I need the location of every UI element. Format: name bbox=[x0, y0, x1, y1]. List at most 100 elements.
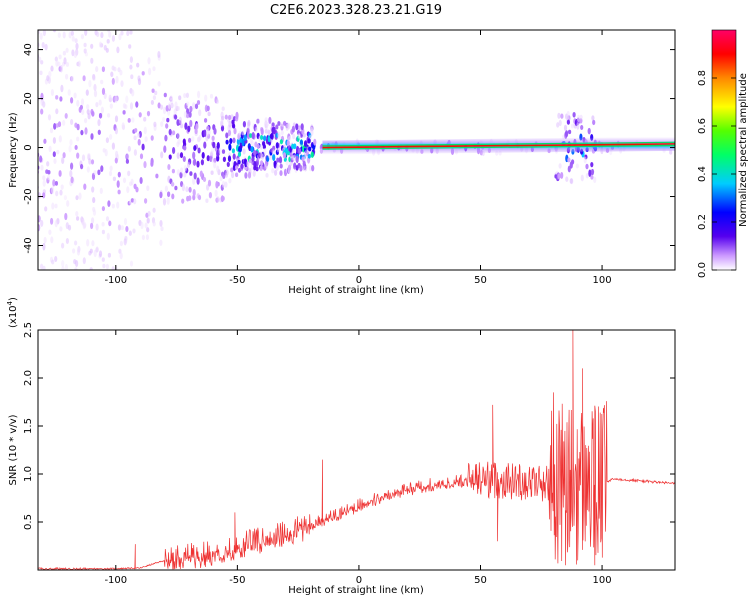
spectrogram-cell bbox=[83, 222, 87, 229]
spectrogram-cell bbox=[307, 154, 311, 159]
spectrogram-cell bbox=[144, 222, 148, 229]
spectrogram-cell bbox=[54, 203, 58, 209]
spectrogram-cell bbox=[213, 157, 217, 164]
spectrogram-cell bbox=[310, 151, 314, 158]
spectrogram-cell bbox=[590, 168, 595, 176]
spectrogram-cell bbox=[259, 144, 263, 150]
spectrogram-cell bbox=[96, 31, 100, 37]
spectrogram-cell bbox=[153, 121, 157, 128]
spectrogram-cell bbox=[263, 135, 267, 142]
spectrogram-cell bbox=[271, 122, 275, 127]
spectrogram-cell bbox=[128, 230, 132, 236]
spectrogram-cell bbox=[159, 219, 163, 227]
spectrogram-cell bbox=[195, 123, 199, 130]
spectrogram-cell bbox=[307, 138, 311, 144]
spectrogram-cell bbox=[585, 163, 589, 170]
spectrogram-cell bbox=[248, 158, 252, 164]
spectrogram-cell bbox=[669, 149, 673, 155]
spectrogram-cell bbox=[133, 198, 137, 205]
spectrogram-cell bbox=[80, 129, 84, 136]
spectrogram-cell bbox=[107, 113, 111, 118]
spectrogram-cell bbox=[100, 79, 104, 85]
spectrogram-cell bbox=[181, 183, 185, 192]
spectrogram-cell bbox=[282, 152, 287, 159]
spectrogram-cell bbox=[75, 42, 79, 50]
spectrogram-cell bbox=[69, 170, 73, 178]
spectrogram-cell bbox=[84, 127, 88, 135]
snr-series-line bbox=[38, 330, 675, 570]
spectrogram-cell bbox=[152, 221, 156, 227]
spectrogram-cell bbox=[144, 198, 148, 204]
spectrogram-cell bbox=[150, 160, 154, 167]
spectrogram-cell bbox=[49, 127, 54, 134]
spectrogram-cell bbox=[91, 217, 95, 224]
spectrogram-cell bbox=[70, 162, 74, 170]
spectrogram-cell bbox=[139, 177, 143, 184]
spectrogram-cell bbox=[212, 141, 216, 149]
spectrogram-cell bbox=[558, 163, 562, 169]
spectrogram-cell bbox=[242, 148, 246, 155]
spectrogram-cell bbox=[50, 88, 55, 97]
spectrogram-cell bbox=[265, 121, 269, 127]
spectrogram-cell bbox=[568, 129, 572, 135]
spectrogram-cell bbox=[265, 172, 269, 178]
spectrogram-cell bbox=[108, 170, 113, 177]
x-tick-label: 0 bbox=[356, 575, 362, 586]
spectrogram-cell bbox=[244, 165, 248, 171]
spectrogram-cell bbox=[230, 167, 234, 173]
spectrogram-cell bbox=[86, 239, 90, 247]
spectrogram-cell bbox=[83, 48, 87, 54]
spectrogram-cell bbox=[277, 121, 281, 126]
spectrogram-cell bbox=[59, 96, 63, 102]
spectrogram-cell bbox=[176, 169, 180, 176]
spectrogram-cell bbox=[70, 30, 74, 36]
spectrogram-cell bbox=[193, 158, 197, 166]
x-tick-label: -50 bbox=[229, 575, 245, 586]
spectrogram-cell bbox=[308, 146, 312, 152]
spectrogram-cell bbox=[203, 129, 207, 138]
spectrogram-cell bbox=[76, 136, 80, 142]
spectrogram-cell bbox=[62, 152, 66, 159]
spectrogram-cell bbox=[101, 206, 105, 212]
spectrogram-cell bbox=[75, 211, 79, 217]
spectrogram-cell bbox=[231, 171, 235, 179]
spectrogram-cell bbox=[76, 123, 80, 131]
spectrogram-cell bbox=[251, 131, 255, 140]
spectrogram-cell bbox=[134, 128, 138, 133]
spectrogram-cell bbox=[43, 236, 47, 244]
spectrogram-cell bbox=[167, 164, 171, 170]
spectrogram-cell bbox=[253, 149, 257, 156]
spectrogram-cell bbox=[187, 125, 191, 133]
spectrogram-cell bbox=[192, 151, 196, 160]
spectrogram-cell bbox=[183, 145, 187, 151]
spectrogram-cell bbox=[109, 103, 113, 109]
spectrogram-cell bbox=[65, 73, 69, 80]
spectrogram-cell bbox=[126, 186, 130, 194]
spectrogram-cell bbox=[277, 131, 281, 138]
spectrogram-cell bbox=[146, 110, 151, 117]
spectrogram-cell bbox=[40, 164, 44, 171]
spectrogram-cell bbox=[186, 113, 190, 119]
colorbar: 0.0 0.2 0.4 0.6 0.8 Normalized spectral ampl… bbox=[697, 29, 749, 278]
spectrogram-cell bbox=[558, 119, 562, 127]
spectrogram-cell bbox=[215, 180, 219, 189]
spectrogram-cell bbox=[59, 189, 63, 196]
spectrogram-cell bbox=[61, 260, 65, 268]
spectrogram-cell bbox=[225, 169, 229, 176]
spectrogram-cell bbox=[93, 170, 97, 175]
spectrogram-cell bbox=[205, 128, 210, 137]
spectrogram-cell bbox=[159, 104, 164, 110]
spectrogram-cell bbox=[101, 257, 105, 262]
chart-title: C2E6.2023.328.23.21.G19 bbox=[270, 3, 442, 18]
spectrogram-cell bbox=[66, 200, 70, 207]
spectrogram-cell bbox=[44, 43, 48, 51]
spectrogram-cell bbox=[95, 223, 99, 231]
spectrogram-cell bbox=[117, 189, 121, 195]
spectrogram-cell bbox=[159, 239, 163, 246]
spectrogram-cell bbox=[579, 114, 583, 120]
spectrogram-cell bbox=[202, 176, 207, 183]
spectrogram-cell bbox=[572, 111, 576, 118]
spectrogram-cell bbox=[185, 186, 189, 193]
spectrogram-cell bbox=[295, 123, 299, 131]
spectrogram-cell bbox=[57, 61, 61, 67]
